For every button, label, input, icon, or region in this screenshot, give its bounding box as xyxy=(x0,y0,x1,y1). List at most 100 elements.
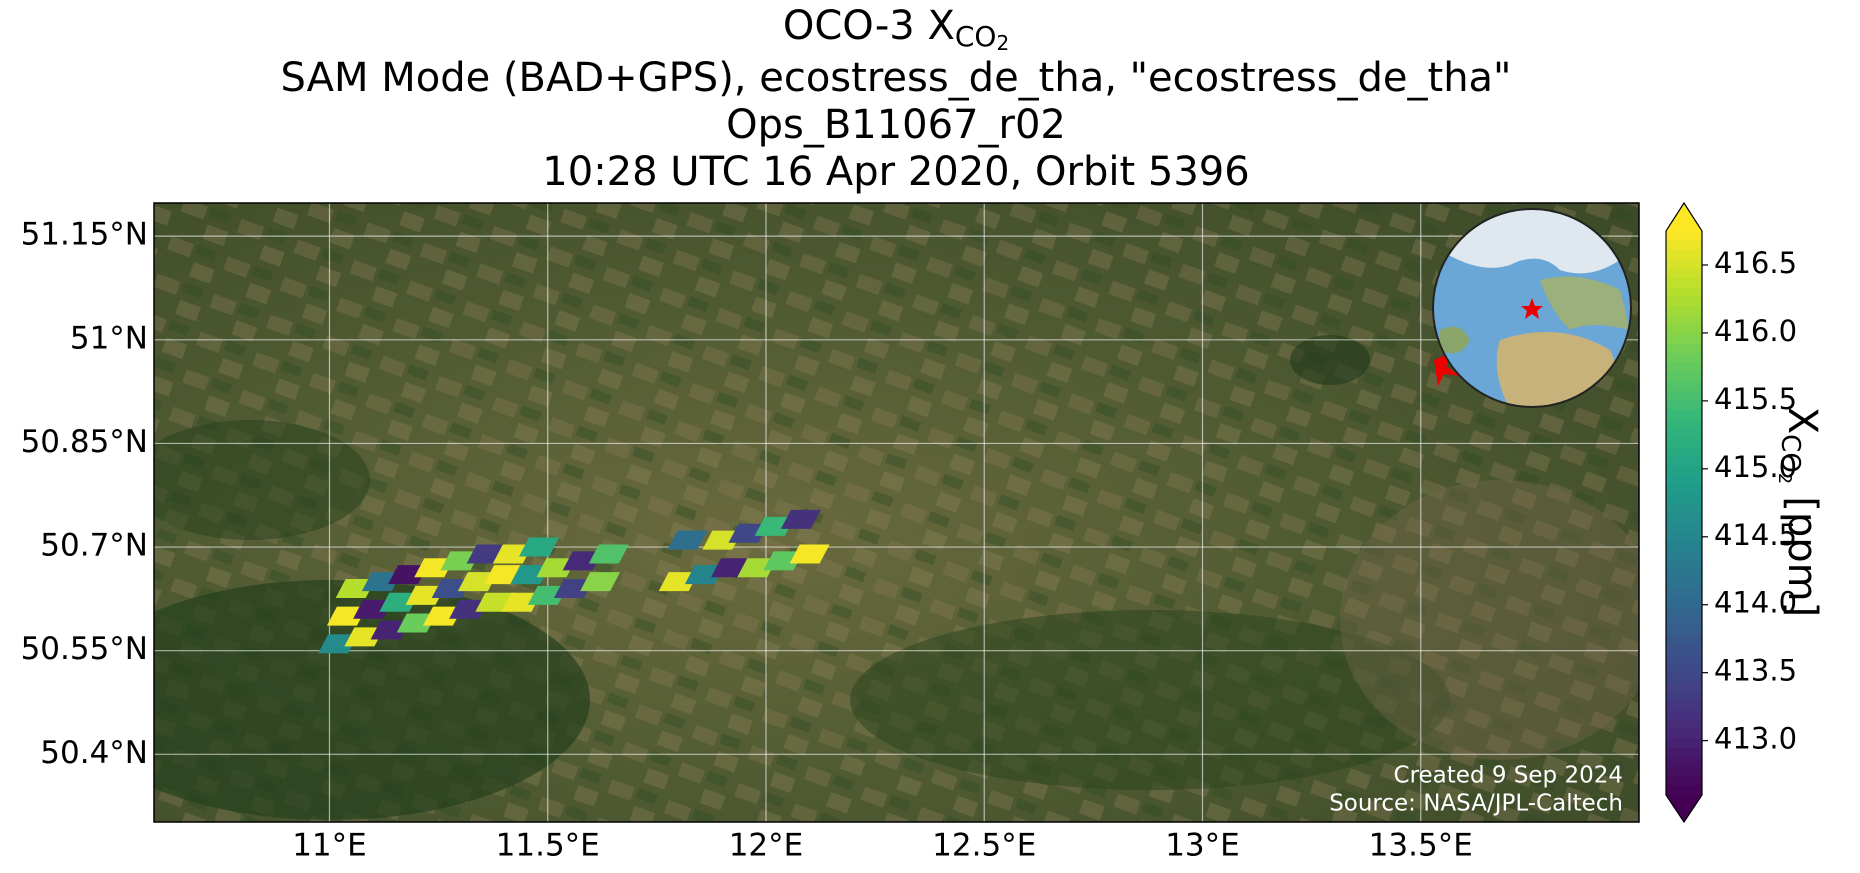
colorbar-segment xyxy=(1666,569,1702,580)
subtitle: Ops_B11067_r02 xyxy=(726,102,1066,148)
colorbar-segment xyxy=(1666,315,1702,326)
colorbar-label: XCO2 [ppm] xyxy=(1774,407,1825,617)
colorbar-segment xyxy=(1666,691,1702,702)
sounding xyxy=(553,578,594,598)
sounding xyxy=(667,530,708,550)
colorbar-segment xyxy=(1666,343,1702,354)
colorbar-segment xyxy=(1666,390,1702,401)
colorbar-segment xyxy=(1666,503,1702,514)
x-tick-label: 12.5°E xyxy=(932,828,1036,864)
colorbar-segment xyxy=(1666,278,1702,288)
colorbar-segment xyxy=(1666,531,1702,542)
sounding xyxy=(361,572,402,592)
colorbar-segment xyxy=(1666,607,1702,617)
sounding xyxy=(754,516,795,536)
sounding xyxy=(449,599,490,619)
y-tick-label: 50.55°N xyxy=(21,631,148,667)
colorbar-segment xyxy=(1666,766,1702,777)
colorbar-segment xyxy=(1666,494,1702,505)
colorbar-segment xyxy=(1666,663,1702,674)
colorbar-segment xyxy=(1666,597,1702,608)
colorbar-segment xyxy=(1666,578,1702,589)
colorbar-segment xyxy=(1666,325,1702,335)
x-tick-label: 13°E xyxy=(1165,828,1240,864)
colorbar-segment xyxy=(1666,635,1702,646)
colorbar-segment xyxy=(1666,259,1702,270)
map-background xyxy=(154,203,1639,822)
colorbar-segment xyxy=(1666,701,1702,711)
colorbar-segment xyxy=(1666,748,1702,758)
colorbar-segment xyxy=(1666,231,1702,241)
sounding xyxy=(326,606,367,626)
x-tick-label: 11°E xyxy=(292,828,367,864)
colorbar-segment xyxy=(1666,757,1702,768)
location-marker xyxy=(1434,352,1460,386)
y-tick-label: 50.4°N xyxy=(40,735,148,771)
sounding xyxy=(353,599,394,619)
subtitle: 10:28 UTC 16 Apr 2020, Orbit 5396 xyxy=(542,149,1249,195)
sounding xyxy=(536,558,577,578)
sounding xyxy=(789,544,830,564)
axes: 11°E 11.5°E 12°E 12.5°E 13°E 13.5°E 51.15°N 51°… xyxy=(21,217,1623,864)
colorbar-extend-max xyxy=(1666,203,1702,231)
sounding xyxy=(414,558,455,578)
y-tick-label: 51.15°N xyxy=(21,217,148,253)
colorbar-segment xyxy=(1666,625,1702,636)
y-tick-label: 50.85°N xyxy=(21,424,148,460)
colorbar-segment xyxy=(1666,372,1702,382)
x-tick-label: 13.5°E xyxy=(1369,828,1473,864)
colorbar-segment xyxy=(1666,409,1702,420)
colorbar-segment xyxy=(1666,475,1702,486)
colorbar-segment xyxy=(1666,268,1702,279)
sounding xyxy=(510,565,551,585)
grid xyxy=(154,203,1639,822)
sounding xyxy=(588,544,629,564)
y-tick-label: 51°N xyxy=(70,320,148,356)
sounding xyxy=(527,585,568,605)
colorbar-label-subscript: CO xyxy=(1776,434,1806,473)
colorbar-segment xyxy=(1666,588,1702,599)
sounding xyxy=(396,613,437,633)
colorbar-segment xyxy=(1666,334,1702,345)
colorbar-tick-label: 416.0 xyxy=(1714,314,1797,348)
sounding xyxy=(335,578,376,598)
colorbar-segment xyxy=(1666,522,1702,533)
colorbar-segment xyxy=(1666,249,1702,260)
sounding xyxy=(763,551,804,571)
colorbar-segment xyxy=(1666,710,1702,721)
sounding xyxy=(728,523,769,543)
colorbar-segment xyxy=(1666,672,1702,683)
x-tick-label: 12°E xyxy=(729,828,804,864)
sounding xyxy=(344,627,385,647)
sounding xyxy=(580,572,621,592)
sounding xyxy=(405,585,446,605)
colorbar-outline xyxy=(1665,201,1703,824)
title-text: OCO-3 X xyxy=(783,3,955,49)
colorbar-segment xyxy=(1666,456,1702,467)
credit: Source: NASA/JPL-Caltech xyxy=(1329,791,1623,817)
title-subsubscript: 2 xyxy=(996,31,1009,55)
sounding xyxy=(562,551,603,571)
colorbar-tick-label: 416.5 xyxy=(1714,246,1797,280)
colorbar-tick-label: 413.0 xyxy=(1714,722,1797,756)
sounding xyxy=(318,634,359,654)
colorbar-segment xyxy=(1666,560,1702,570)
colorbar-segment xyxy=(1666,776,1702,787)
colorbar-segment xyxy=(1666,381,1702,392)
colorbar-segment xyxy=(1666,362,1702,373)
sounding xyxy=(388,565,429,585)
subtitle: SAM Mode (BAD+GPS), ecostress_de_tha, "e… xyxy=(281,55,1512,101)
sounding xyxy=(440,551,481,571)
colorbar: 413.0 413.5 414.0 414.5 415.0 415.5 416.0 416.5… xyxy=(1665,201,1825,824)
swath xyxy=(318,509,830,654)
sounding xyxy=(684,565,725,585)
sounding xyxy=(422,606,463,626)
colorbar-segment xyxy=(1666,437,1702,448)
sounding xyxy=(492,544,533,564)
colorbar-tick-label: 415.0 xyxy=(1714,450,1797,484)
colorbar-segment xyxy=(1666,296,1702,307)
colorbar-label-text: X xyxy=(1779,407,1825,434)
colorbar-label-unit: [ppm] xyxy=(1779,496,1825,617)
colorbar-segment xyxy=(1666,738,1702,749)
